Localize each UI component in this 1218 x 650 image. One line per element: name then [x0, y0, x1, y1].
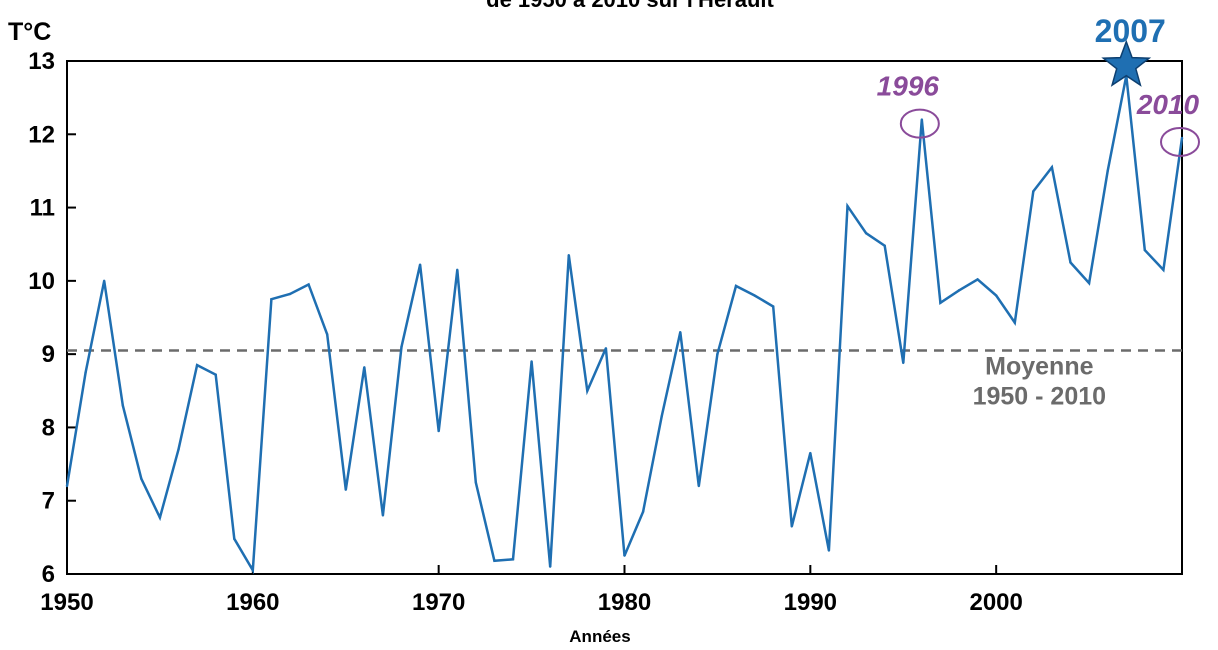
data-point-1966	[363, 366, 366, 369]
data-point-1984	[697, 484, 701, 488]
data-point-1985	[716, 352, 719, 356]
y-tick-label-12: 12	[28, 121, 55, 148]
data-point-1994	[883, 244, 886, 247]
data-point-1987	[753, 294, 756, 297]
data-point-1992	[846, 204, 849, 208]
x-tick-label-1980: 1980	[598, 589, 651, 616]
data-point-1964	[325, 333, 329, 336]
data-point-2008	[1143, 248, 1147, 252]
data-point-1995	[902, 361, 905, 365]
data-point-1952	[102, 279, 106, 283]
data-point-1963	[307, 283, 310, 286]
y-tick-label-7: 7	[42, 488, 55, 515]
data-point-2006	[1106, 169, 1109, 173]
star-icon	[1101, 39, 1152, 87]
data-point-1965	[344, 488, 347, 491]
data-point-1970	[437, 429, 440, 433]
data-point-1953	[121, 404, 124, 407]
data-point-1950	[65, 484, 69, 488]
data-point-1979	[604, 347, 608, 350]
data-point-1951	[84, 371, 87, 374]
mean-label-line2: 1950 - 2010	[973, 382, 1106, 410]
data-point-1993	[864, 232, 868, 235]
data-point-1981	[641, 510, 645, 513]
data-point-1998	[957, 289, 961, 292]
y-axis-ticks: 6 7 8 9 10 11 12 13	[28, 48, 76, 588]
data-point-2010	[1180, 136, 1184, 140]
mean-label-line1: Moyenne	[985, 352, 1093, 380]
data-point-1977	[567, 254, 570, 257]
x-tick-label-1970: 1970	[412, 589, 465, 616]
y-tick-label-8: 8	[42, 414, 55, 441]
annotation-circle-2010	[1160, 126, 1200, 157]
data-point-1974	[511, 558, 515, 561]
data-point-1999	[976, 278, 979, 281]
data-point-1958	[214, 373, 217, 376]
data-point-2001	[1013, 321, 1016, 324]
annotation-label-2010: 2010	[1136, 89, 1200, 120]
data-point-2003	[1050, 166, 1054, 169]
data-point-1973	[493, 559, 496, 563]
data-point-2004	[1069, 261, 1072, 264]
chart-title: de 1950 à 2010 sur l'Hérault	[486, 0, 774, 12]
x-axis-ticks: 1950 1960 1970 1980 1990 2000	[40, 565, 1023, 616]
data-point-2005	[1087, 281, 1091, 285]
data-point-1986	[734, 284, 738, 288]
chart-annotations: 1996 2010 2007	[877, 13, 1200, 157]
data-points	[65, 74, 1184, 572]
data-point-1988	[771, 305, 775, 308]
y-axis-unit-label: T°C	[8, 18, 51, 46]
annotation-circle-1996	[899, 108, 940, 139]
y-tick-label-6: 6	[42, 561, 55, 588]
data-point-1972	[474, 481, 478, 484]
x-tick-label-2000: 2000	[969, 589, 1022, 616]
data-point-2002	[1032, 190, 1035, 193]
data-point-1971	[456, 268, 459, 272]
data-point-1991	[827, 549, 831, 552]
x-tick-label-1960: 1960	[226, 589, 279, 616]
data-point-1962	[288, 292, 292, 296]
data-point-1954	[140, 477, 143, 480]
data-point-1969	[418, 263, 422, 266]
data-point-1956	[177, 448, 180, 451]
data-point-1961	[270, 297, 273, 301]
data-point-1990	[809, 451, 812, 455]
data-point-1976	[548, 565, 552, 568]
data-point-2009	[1162, 268, 1165, 272]
data-point-1996	[920, 118, 924, 121]
x-tick-label-1950: 1950	[40, 589, 93, 616]
data-point-1997	[939, 301, 942, 305]
y-tick-label-9: 9	[42, 341, 55, 368]
y-tick-label-10: 10	[28, 268, 55, 295]
annotation-label-2007: 2007	[1095, 13, 1166, 49]
data-point-1957	[195, 363, 199, 367]
data-point-1980	[623, 554, 626, 557]
data-point-1959	[233, 537, 236, 541]
x-axis-label: Années	[569, 627, 630, 646]
data-point-1955	[158, 516, 162, 519]
data-point-1960	[251, 569, 255, 572]
data-point-1978	[586, 389, 589, 392]
data-point-1989	[790, 525, 793, 528]
y-tick-label-13: 13	[28, 48, 55, 75]
data-point-1975	[530, 360, 533, 363]
data-point-1983	[679, 330, 682, 334]
annotation-label-1996: 1996	[877, 71, 940, 102]
data-point-1968	[400, 345, 403, 349]
data-point-2000	[994, 294, 998, 297]
data-point-1982	[660, 415, 663, 418]
y-tick-label-11: 11	[30, 195, 55, 222]
data-point-1967	[381, 514, 385, 517]
x-tick-label-1990: 1990	[784, 589, 837, 616]
